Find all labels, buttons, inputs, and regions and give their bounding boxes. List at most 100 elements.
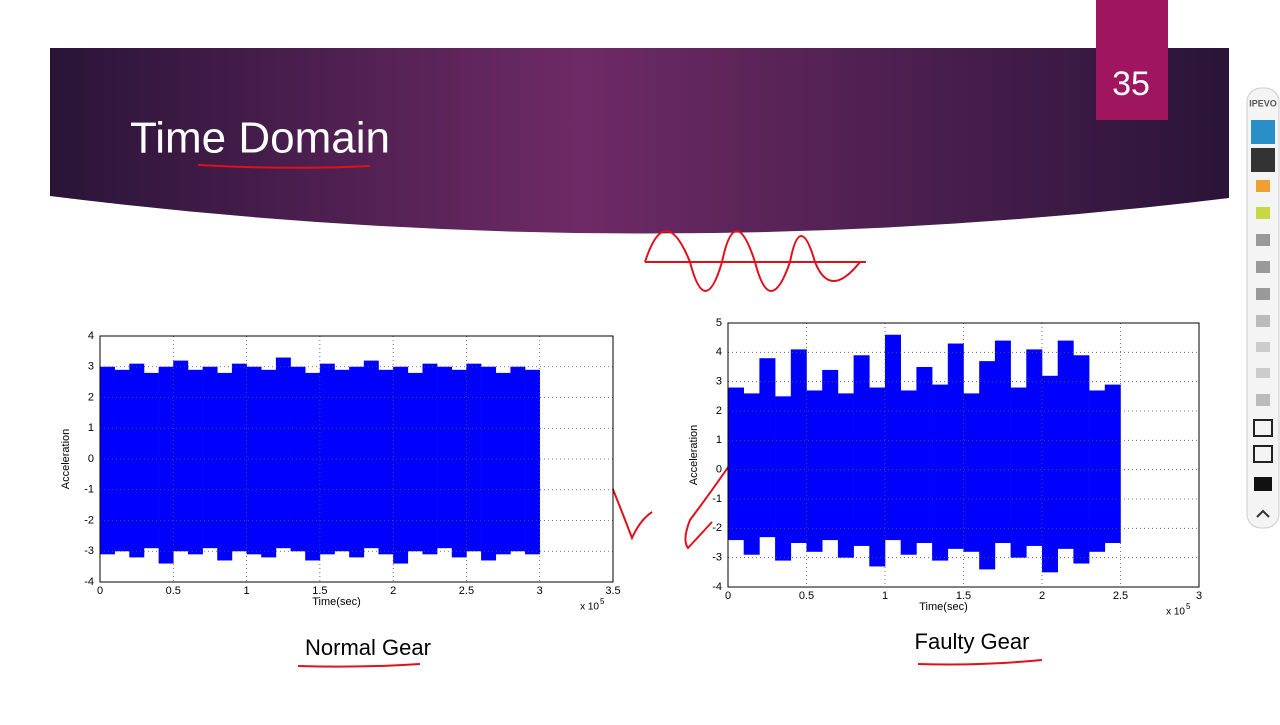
y-axis-label: Acceleration (60, 429, 72, 490)
tool-button[interactable] (1256, 368, 1270, 378)
y-tick-label: 5 (716, 317, 722, 329)
y-tick-label: 0 (716, 464, 722, 476)
signal-envelope (1089, 390, 1106, 552)
y-tick-label: 3 (88, 361, 94, 373)
signal-envelope (305, 372, 321, 561)
signal-envelope (1026, 349, 1043, 546)
signal-envelope (495, 372, 511, 555)
y-tick-label: -2 (84, 514, 94, 526)
signal-envelope (979, 361, 996, 570)
signal-envelope (900, 390, 917, 555)
signal-envelope (1104, 384, 1121, 543)
ink-annotations (197, 164, 1043, 668)
signal-envelope (437, 366, 453, 549)
x-multiplier: x 10 (580, 602, 599, 613)
signal-envelope (775, 396, 792, 561)
y-tick-label: 3 (716, 376, 722, 388)
plot-frame (727, 322, 1200, 588)
signal-envelope (885, 334, 901, 541)
tool-button[interactable] (1256, 234, 1270, 246)
signal-envelope (759, 358, 776, 538)
signal-envelope (158, 366, 174, 564)
tool-button[interactable] (1256, 315, 1270, 327)
y-tick-label: 0 (88, 453, 94, 465)
signal-envelope (261, 369, 277, 558)
signal-envelope (217, 372, 233, 561)
tool-button[interactable] (1251, 120, 1275, 144)
signal-envelope (1057, 340, 1074, 549)
x-multiplier: x 10 (1166, 607, 1185, 618)
signal-envelope (114, 369, 130, 552)
signal-envelope (994, 340, 1011, 543)
signal-envelope (363, 360, 379, 549)
caption: Normal Gear (305, 635, 431, 660)
signal-envelope (187, 369, 203, 555)
x-tick-label: 0 (97, 585, 103, 597)
y-tick-label: -1 (712, 493, 722, 505)
y-tick-label: 4 (88, 330, 94, 342)
x-tick-label: 1 (882, 590, 888, 602)
signal-envelope (246, 366, 262, 555)
signal-envelope (1010, 387, 1027, 558)
chart: -4 -3 -2 -1 0 1 2 3 4 0 0.5 1 1.5 2 2.5 3 3.5 Time(sec) Ac… (60, 330, 621, 613)
signal-envelope (790, 349, 807, 543)
tool-button[interactable] (1253, 419, 1273, 437)
signal-envelope (129, 363, 145, 558)
signal-envelope (202, 366, 218, 549)
y-tick-label: 1 (88, 422, 94, 434)
x-axis-label: Time(sec) (919, 601, 967, 613)
signal-envelope (319, 363, 335, 555)
y-tick-label: 4 (716, 346, 722, 358)
toolbar-panel (1246, 87, 1280, 529)
x-tick-label: 3.5 (605, 585, 620, 597)
tool-button[interactable] (1256, 342, 1270, 352)
signal-envelope (422, 363, 438, 555)
slide-title: Time Domain (130, 114, 390, 163)
signal-envelope (349, 366, 365, 558)
tool-button[interactable] (1256, 261, 1270, 273)
signal-envelope (947, 343, 964, 549)
signal-envelope (466, 363, 482, 552)
tool-button[interactable] (1251, 148, 1275, 172)
signal-envelope (407, 372, 423, 552)
signal-envelope (451, 369, 467, 558)
signal-envelope (837, 393, 854, 558)
x-tick-label: 2.5 (1113, 590, 1128, 602)
signal-envelope (869, 387, 886, 567)
tool-button[interactable] (1253, 445, 1273, 463)
header-band (50, 48, 1229, 234)
toolbar-brand: IPEVO (1249, 98, 1277, 108)
x-multiplier-exponent: 5 (600, 597, 605, 606)
tool-button[interactable] (1254, 477, 1272, 491)
y-tick-label: 1 (716, 434, 722, 446)
signal-envelope (963, 393, 980, 552)
slide-number: 35 (1112, 65, 1150, 103)
tool-button[interactable] (1256, 288, 1270, 300)
slide-number-box (1096, 0, 1168, 120)
signal-envelope (143, 372, 159, 549)
tool-button[interactable] (1256, 207, 1270, 219)
x-tick-label: 1.5 (956, 590, 971, 602)
x-tick-label: 0.5 (799, 590, 814, 602)
tool-button[interactable] (1256, 180, 1270, 192)
caption: Faulty Gear (915, 629, 1030, 654)
signal-envelope (806, 390, 823, 552)
signal-envelope (1042, 375, 1058, 573)
y-tick-label: -3 (712, 552, 722, 564)
x-tick-label: 1.5 (312, 585, 327, 597)
y-tick-label: -4 (712, 581, 722, 593)
signal-envelope (275, 357, 291, 549)
y-tick-label: 2 (88, 391, 94, 403)
signal-envelope (378, 369, 394, 555)
x-multiplier-exponent: 5 (1186, 602, 1191, 611)
signal-envelope (525, 369, 541, 555)
tool-button[interactable] (1256, 509, 1270, 518)
x-tick-label: 1 (244, 585, 250, 597)
tool-button[interactable] (1256, 394, 1270, 406)
x-tick-label: 3 (537, 585, 543, 597)
signal-envelope (916, 367, 933, 543)
x-tick-label: 2.5 (459, 585, 474, 597)
toolbar: IPEVO (1246, 87, 1280, 529)
signal-envelope (853, 355, 870, 546)
